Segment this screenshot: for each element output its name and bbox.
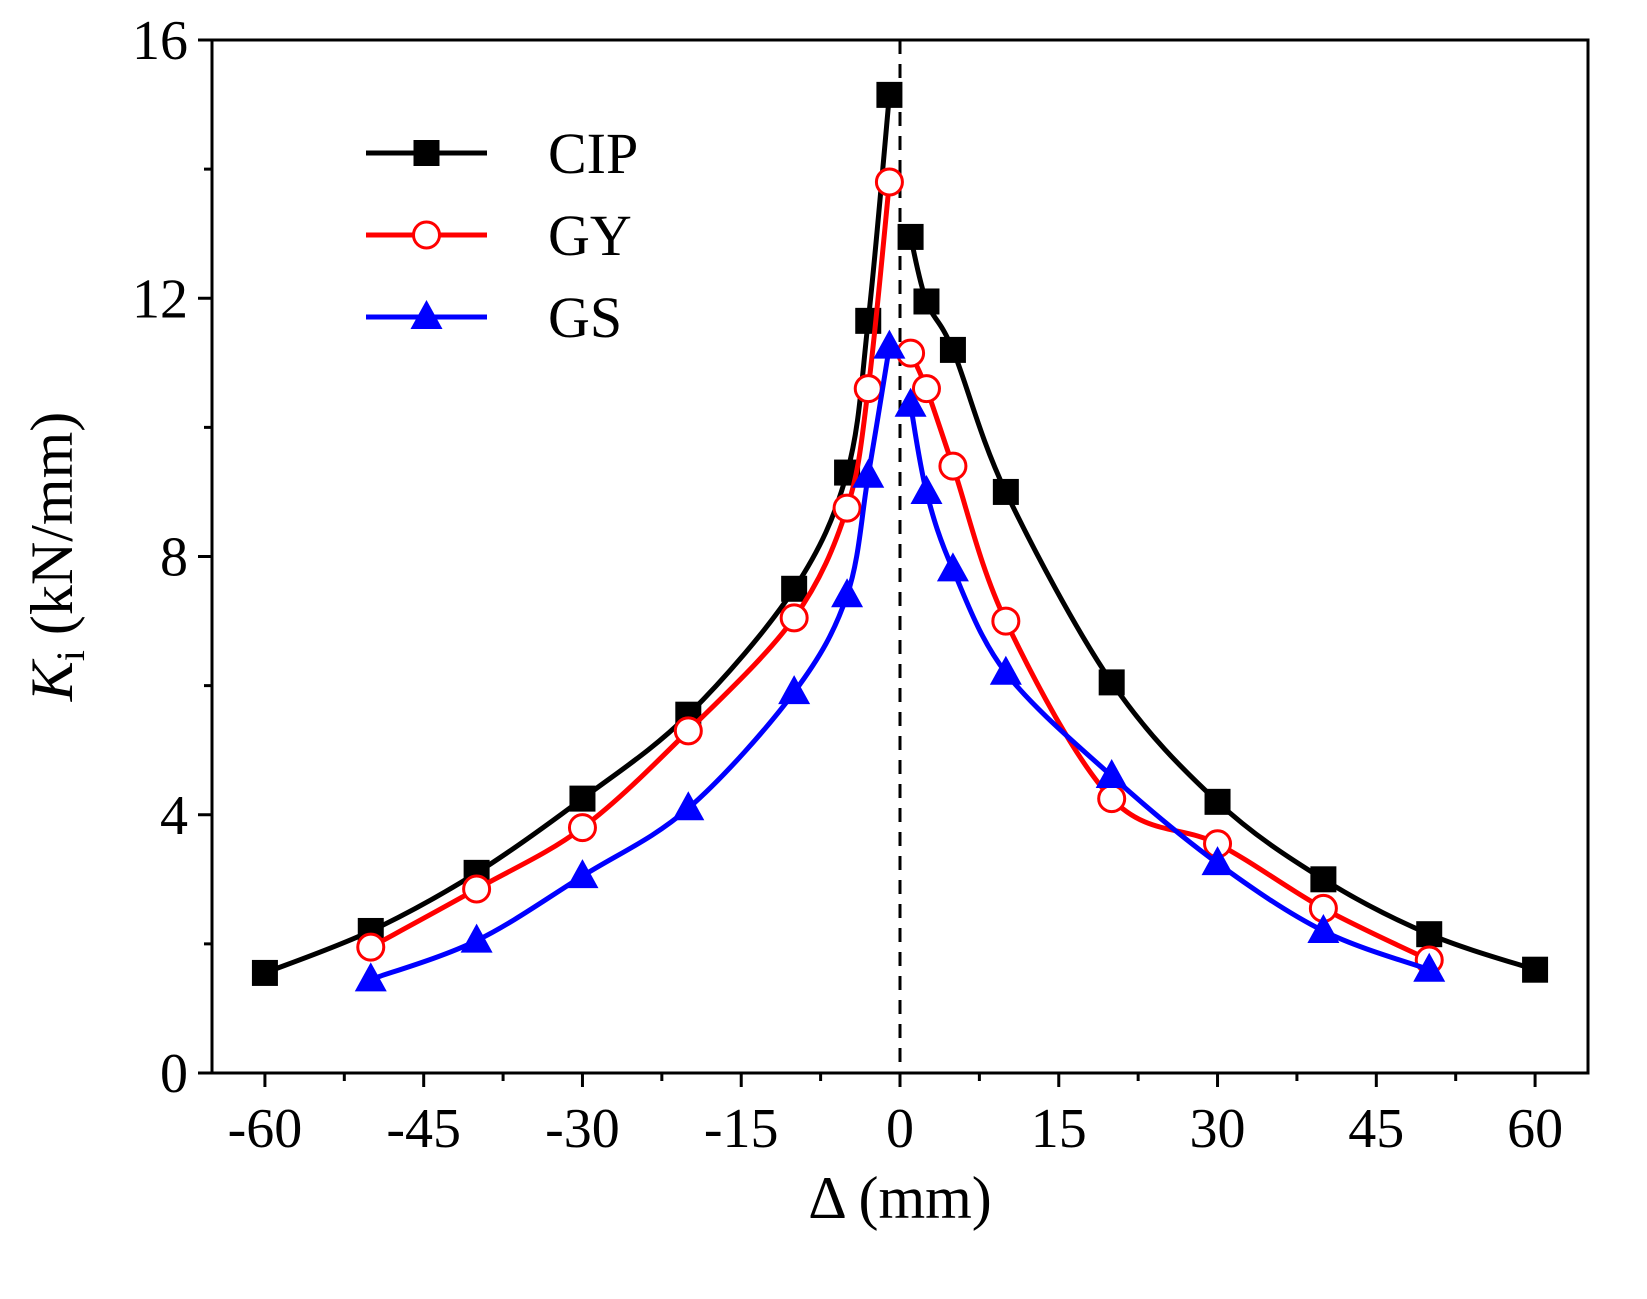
series-cip-point <box>251 959 278 986</box>
series-cip-point <box>569 785 596 812</box>
x-tick-label: 15 <box>1031 1098 1087 1160</box>
series-gy-point <box>991 606 1021 636</box>
series-cip-point <box>1310 866 1337 893</box>
x-tick-label: 45 <box>1348 1098 1404 1160</box>
legend-item-cip: CIP <box>366 121 638 186</box>
y-tick-label: 16 <box>132 10 188 72</box>
series-gy-point <box>832 493 862 523</box>
series-gs-point <box>989 655 1022 685</box>
series-gy-point <box>1097 784 1127 814</box>
legend-item-gy: GY <box>366 203 632 268</box>
series-gs-point <box>1307 913 1340 943</box>
series-layer <box>251 81 1549 992</box>
series-gs <box>354 329 1446 992</box>
x-tick-label: 0 <box>886 1098 914 1160</box>
series-cip-point <box>781 575 808 602</box>
y-tick-label: 12 <box>132 268 188 330</box>
series-cip-point <box>939 336 966 363</box>
series-gs-point <box>852 458 885 488</box>
y-tick-label: 4 <box>160 785 188 847</box>
series-gy-point <box>673 716 703 746</box>
series-gs-line-negative <box>369 346 892 982</box>
series-gs-point <box>873 329 906 359</box>
series-cip-point <box>1204 788 1231 815</box>
legend: CIP GY GS <box>366 121 638 350</box>
x-axis-title: Δ (mm) <box>808 1165 992 1231</box>
series-gs-point <box>1201 846 1234 876</box>
legend-marker-cip <box>413 140 440 166</box>
series-cip-point <box>992 478 1019 505</box>
y-axis-subscript: i <box>48 650 93 661</box>
series-cip-point <box>1522 956 1549 983</box>
series-gs-point <box>460 923 493 953</box>
series-gs-line-positive <box>908 404 1431 973</box>
series-gs-point <box>831 578 864 608</box>
series-gy-point <box>779 603 809 633</box>
series-gy-point <box>462 874 492 904</box>
x-tick-label: 30 <box>1190 1098 1246 1160</box>
series-gy-point <box>853 374 883 404</box>
legend-marker-gs <box>410 300 443 329</box>
series-gs-point <box>672 791 705 821</box>
x-tick-label: -30 <box>545 1098 620 1160</box>
y-axis-symbol: K <box>19 658 85 702</box>
y-axis-title: Ki (kN/mm) <box>19 412 93 702</box>
series-gs-point <box>936 552 969 582</box>
legend-label-cip: CIP <box>548 121 638 186</box>
series-cip-point <box>897 223 924 250</box>
x-tick-label: -15 <box>704 1098 779 1160</box>
series-gs-point <box>894 387 927 417</box>
series-gy-point <box>911 374 941 404</box>
series-gs-point <box>1095 759 1128 789</box>
series-gs-point <box>1413 952 1446 982</box>
series-gs-point <box>566 859 599 889</box>
series-cip-point <box>1098 669 1125 696</box>
series-gy-point <box>567 813 597 843</box>
y-axis-unit: (kN/mm) <box>19 412 85 650</box>
y-tick-label: 0 <box>160 1043 188 1105</box>
y-tick-label: 8 <box>160 527 188 589</box>
x-tick-labels: -60 -45 -30 -15 0 15 30 45 60 <box>228 1098 1563 1160</box>
series-gs-point <box>910 474 943 504</box>
x-tick-label: -60 <box>228 1098 303 1160</box>
series-gs-point <box>354 962 387 992</box>
series-gs-point <box>778 675 811 705</box>
series-cip-point <box>1416 921 1443 948</box>
series-cip-point <box>876 81 903 108</box>
legend-marker-gy <box>412 220 441 250</box>
series-gy-point <box>938 451 968 481</box>
x-tick-label: 60 <box>1507 1098 1563 1160</box>
series-gy-point <box>356 932 386 962</box>
x-tick-label: -45 <box>386 1098 461 1160</box>
legend-label-gs: GS <box>548 285 622 350</box>
series-cip-point <box>913 288 940 315</box>
legend-item-gs: GS <box>366 285 622 350</box>
series-gy-point <box>874 167 904 197</box>
axis-ticks <box>198 38 1537 1087</box>
legend-label-gy: GY <box>548 203 632 268</box>
y-tick-labels: 0 4 8 12 16 <box>132 10 188 1105</box>
